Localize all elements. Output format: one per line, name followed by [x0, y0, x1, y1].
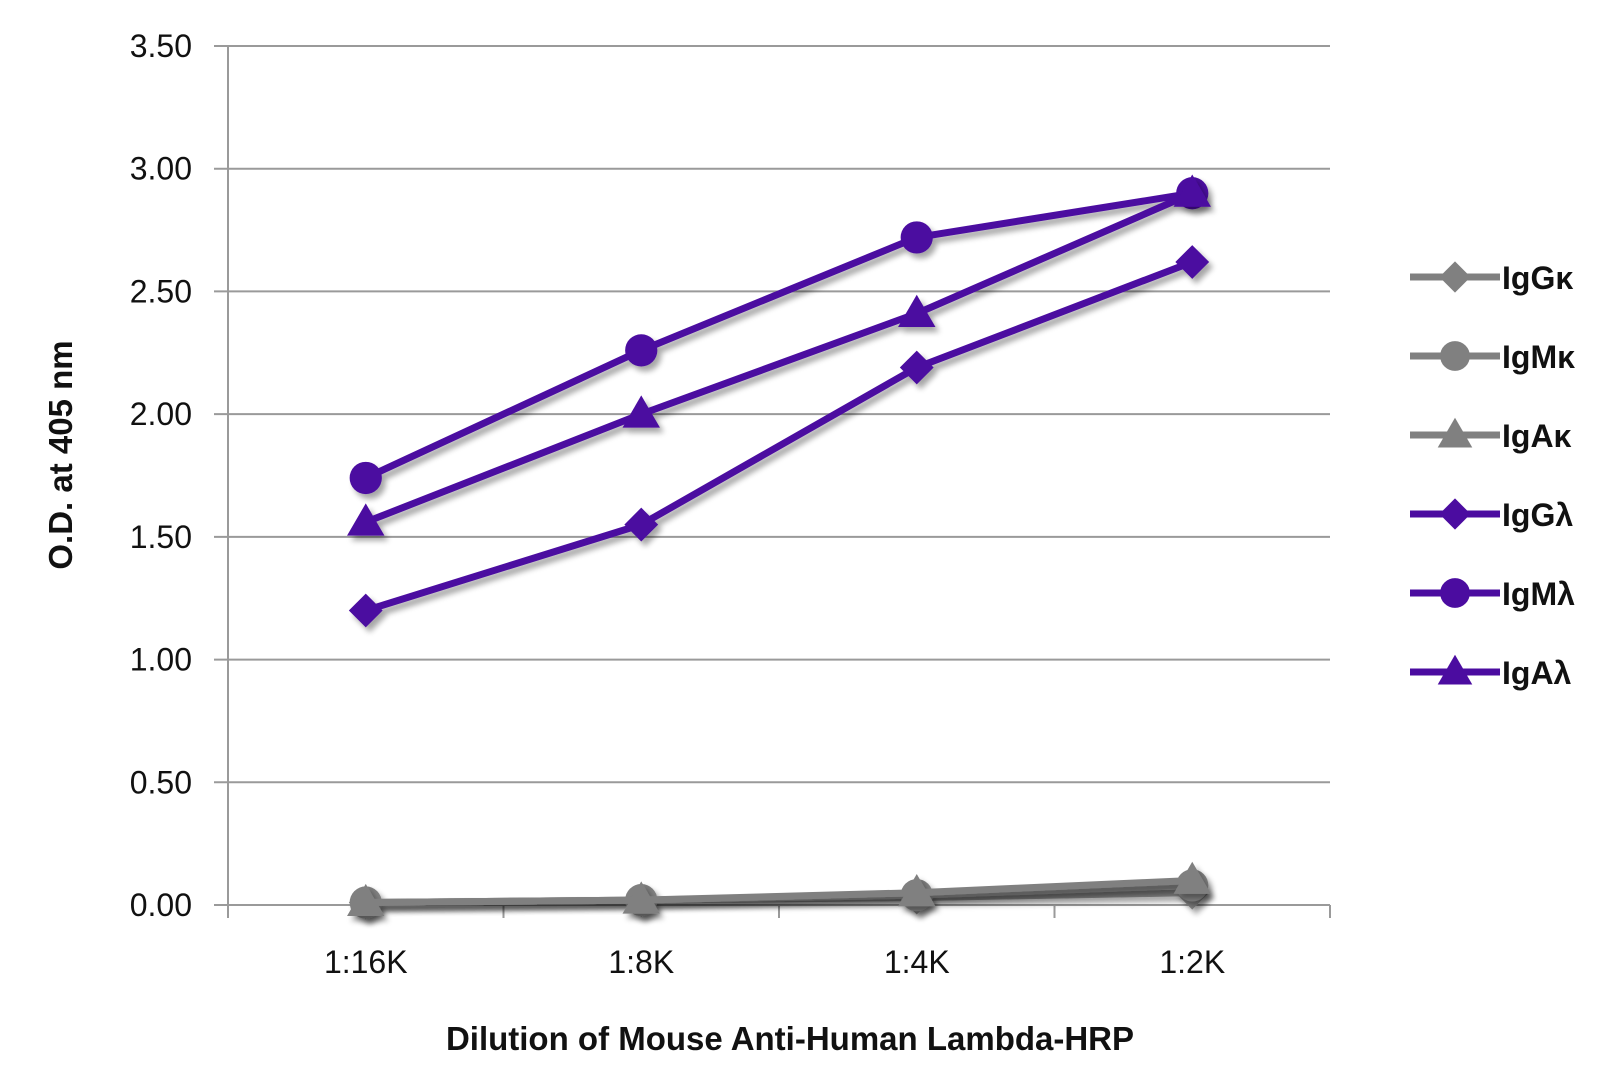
- legend-item: IgGλ: [1410, 497, 1573, 533]
- legend-marker-diamond: [1439, 498, 1471, 530]
- data-point-triangle: [347, 883, 385, 917]
- data-point-diamond: [348, 593, 383, 628]
- y-tick-label: 3.50: [130, 28, 192, 64]
- legend-marker-circle: [1440, 578, 1470, 608]
- legend-marker-diamond: [1439, 261, 1471, 293]
- legend-item: IgGκ: [1410, 260, 1573, 296]
- data-point-diamond: [1175, 245, 1210, 279]
- y-tick-label: 1.00: [130, 642, 192, 678]
- axes: 0.00 0.50 1.00 1.50 2.00 2.50 3.00 3.50 1:16K 1:8…: [130, 28, 1331, 980]
- data-point-triangle: [898, 874, 936, 907]
- data-point-triangle: [622, 881, 660, 914]
- y-tick-label: 3.00: [130, 151, 192, 187]
- data-point-triangle: [898, 294, 936, 327]
- y-tick-label: 2.00: [130, 396, 192, 432]
- data-point-diamond: [624, 507, 659, 542]
- legend-item: IgMκ: [1410, 339, 1575, 375]
- legend-label: IgMλ: [1502, 576, 1575, 612]
- legend-label: IgGκ: [1502, 260, 1573, 296]
- legend: IgGκ IgMκ IgAκ IgGλ IgMλ IgAλ: [1410, 260, 1575, 691]
- series-3: [347, 861, 1211, 917]
- legend-marker-triangle: [1437, 654, 1473, 685]
- series-4: [348, 245, 1210, 628]
- legend-marker-triangle: [1437, 417, 1473, 448]
- x-tick-label: 1:8K: [608, 944, 674, 980]
- series-line: [365, 876, 1193, 907]
- y-axis-title: O.D. at 405 nm: [42, 340, 79, 569]
- grid-lines: [214, 45, 1330, 784]
- y-tick-label: 2.50: [130, 273, 192, 309]
- legend-item: IgAκ: [1410, 417, 1572, 454]
- data-point-triangle: [622, 395, 660, 428]
- legend-item: IgMλ: [1410, 576, 1575, 612]
- series-line: [364, 189, 1193, 482]
- series-line: [364, 258, 1194, 614]
- series-6: [347, 174, 1211, 536]
- legend-label: IgAκ: [1502, 418, 1572, 454]
- data-point-circle: [349, 461, 382, 495]
- legend-label: IgAλ: [1502, 655, 1572, 691]
- x-tick-label: 1:2K: [1159, 944, 1225, 980]
- x-tick-label: 1:4K: [884, 944, 950, 980]
- data-point-circle: [625, 334, 658, 367]
- legend-item: IgAλ: [1410, 654, 1572, 691]
- legend-label: IgGλ: [1502, 497, 1573, 533]
- y-tick-label: 0.00: [130, 887, 192, 923]
- data-point-triangle: [1173, 861, 1211, 894]
- x-tick-label: 1:16K: [324, 944, 408, 980]
- data-point-triangle: [1173, 174, 1211, 207]
- data-point-triangle: [347, 503, 385, 536]
- y-tick-label: 1.50: [130, 519, 192, 555]
- series-line: [364, 190, 1194, 526]
- data-point-circle: [900, 221, 933, 254]
- legend-label: IgMκ: [1502, 339, 1575, 375]
- series-group: [347, 174, 1211, 920]
- y-tick-label: 0.50: [130, 764, 192, 800]
- data-point-diamond: [899, 350, 934, 385]
- legend-marker-circle: [1440, 341, 1470, 371]
- x-axis-title: Dilution of Mouse Anti-Human Lambda-HRP: [446, 1020, 1134, 1057]
